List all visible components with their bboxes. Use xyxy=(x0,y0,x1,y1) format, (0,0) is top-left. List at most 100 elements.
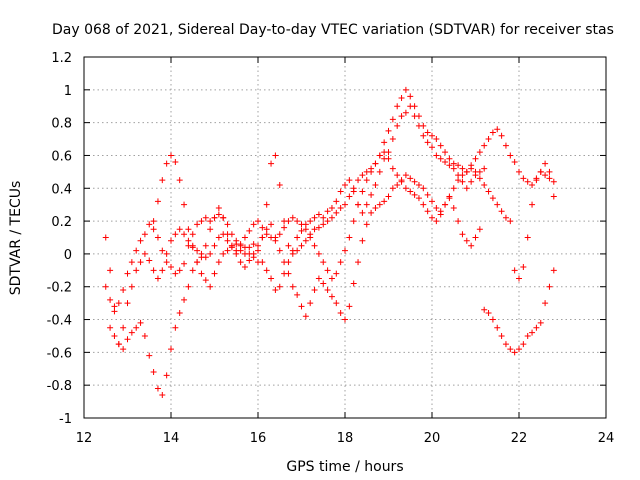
data-point xyxy=(437,211,444,218)
data-point xyxy=(346,177,353,184)
data-point xyxy=(389,185,396,192)
data-point xyxy=(307,234,314,241)
data-point xyxy=(398,95,405,102)
data-point xyxy=(137,259,144,266)
data-point xyxy=(298,227,305,234)
data-point xyxy=(511,159,518,166)
data-point xyxy=(333,209,340,216)
data-point xyxy=(485,136,492,143)
data-point xyxy=(168,264,174,271)
data-point xyxy=(194,259,201,266)
y-tick-label: 0.6 xyxy=(51,149,72,164)
data-point xyxy=(376,201,383,208)
data-point xyxy=(450,185,457,192)
data-point xyxy=(385,127,392,134)
data-point xyxy=(476,175,483,182)
data-point xyxy=(433,136,440,143)
data-point xyxy=(150,369,157,376)
y-tick-label: -0.4 xyxy=(47,314,72,329)
data-point xyxy=(233,237,240,244)
data-point xyxy=(250,241,257,248)
data-point xyxy=(172,270,179,277)
data-point xyxy=(246,250,253,257)
data-point xyxy=(437,155,444,162)
data-point xyxy=(363,201,370,208)
data-point xyxy=(455,177,462,184)
data-point xyxy=(281,259,288,266)
y-tick-label: 1.2 xyxy=(51,51,72,66)
data-point xyxy=(246,227,253,234)
data-point xyxy=(524,332,531,339)
data-point xyxy=(141,332,148,339)
data-point xyxy=(315,224,322,231)
data-point xyxy=(437,142,444,149)
data-point xyxy=(189,231,196,238)
data-point xyxy=(350,280,357,287)
data-point xyxy=(263,231,270,238)
data-point xyxy=(255,218,261,225)
data-point xyxy=(394,122,401,129)
data-point xyxy=(268,221,275,228)
data-point xyxy=(324,218,331,225)
data-point xyxy=(368,191,375,198)
data-point xyxy=(311,287,318,294)
data-point xyxy=(489,316,496,323)
data-point xyxy=(498,208,505,215)
series-track-5 xyxy=(481,267,557,356)
data-point xyxy=(324,208,331,215)
data-point xyxy=(241,234,248,241)
data-point xyxy=(481,306,488,313)
data-point xyxy=(550,193,557,200)
data-point xyxy=(294,247,301,254)
data-point xyxy=(259,234,266,241)
data-point xyxy=(202,254,209,261)
data-point xyxy=(502,341,509,348)
data-point xyxy=(350,218,357,225)
data-point xyxy=(385,193,392,200)
data-point xyxy=(207,218,214,225)
data-point xyxy=(289,283,296,290)
data-point xyxy=(372,160,379,167)
data-point xyxy=(124,336,131,343)
data-point xyxy=(185,237,192,244)
data-point xyxy=(111,308,118,315)
data-point xyxy=(159,177,166,184)
data-point xyxy=(159,247,166,254)
data-point xyxy=(442,149,449,156)
data-point xyxy=(146,257,153,264)
data-point xyxy=(468,162,475,169)
data-point xyxy=(328,275,335,282)
data-point xyxy=(224,247,231,254)
data-point xyxy=(215,234,222,241)
data-point xyxy=(550,267,557,274)
data-points xyxy=(102,86,557,399)
data-point xyxy=(220,250,227,257)
data-point xyxy=(320,280,327,287)
data-point xyxy=(489,129,496,136)
data-point xyxy=(442,159,449,166)
data-point xyxy=(181,231,188,238)
data-point xyxy=(133,324,140,331)
data-point xyxy=(407,175,414,182)
data-point xyxy=(154,198,161,205)
data-point xyxy=(215,211,222,218)
data-point xyxy=(285,242,292,249)
data-point xyxy=(207,226,214,233)
data-point xyxy=(228,244,235,251)
data-point xyxy=(420,132,427,139)
data-point xyxy=(459,172,466,179)
data-point xyxy=(168,237,174,244)
x-tick-label: 18 xyxy=(337,431,354,446)
data-point xyxy=(111,332,118,339)
data-point xyxy=(368,209,375,216)
x-tick-label: 16 xyxy=(250,431,267,446)
data-point xyxy=(168,152,174,159)
x-tick-label: 12 xyxy=(76,431,93,446)
data-point xyxy=(342,316,348,323)
data-point xyxy=(494,201,501,208)
data-point xyxy=(163,160,170,167)
data-point xyxy=(520,341,527,348)
data-point xyxy=(120,346,127,353)
data-point xyxy=(355,177,362,184)
data-point xyxy=(463,185,470,192)
